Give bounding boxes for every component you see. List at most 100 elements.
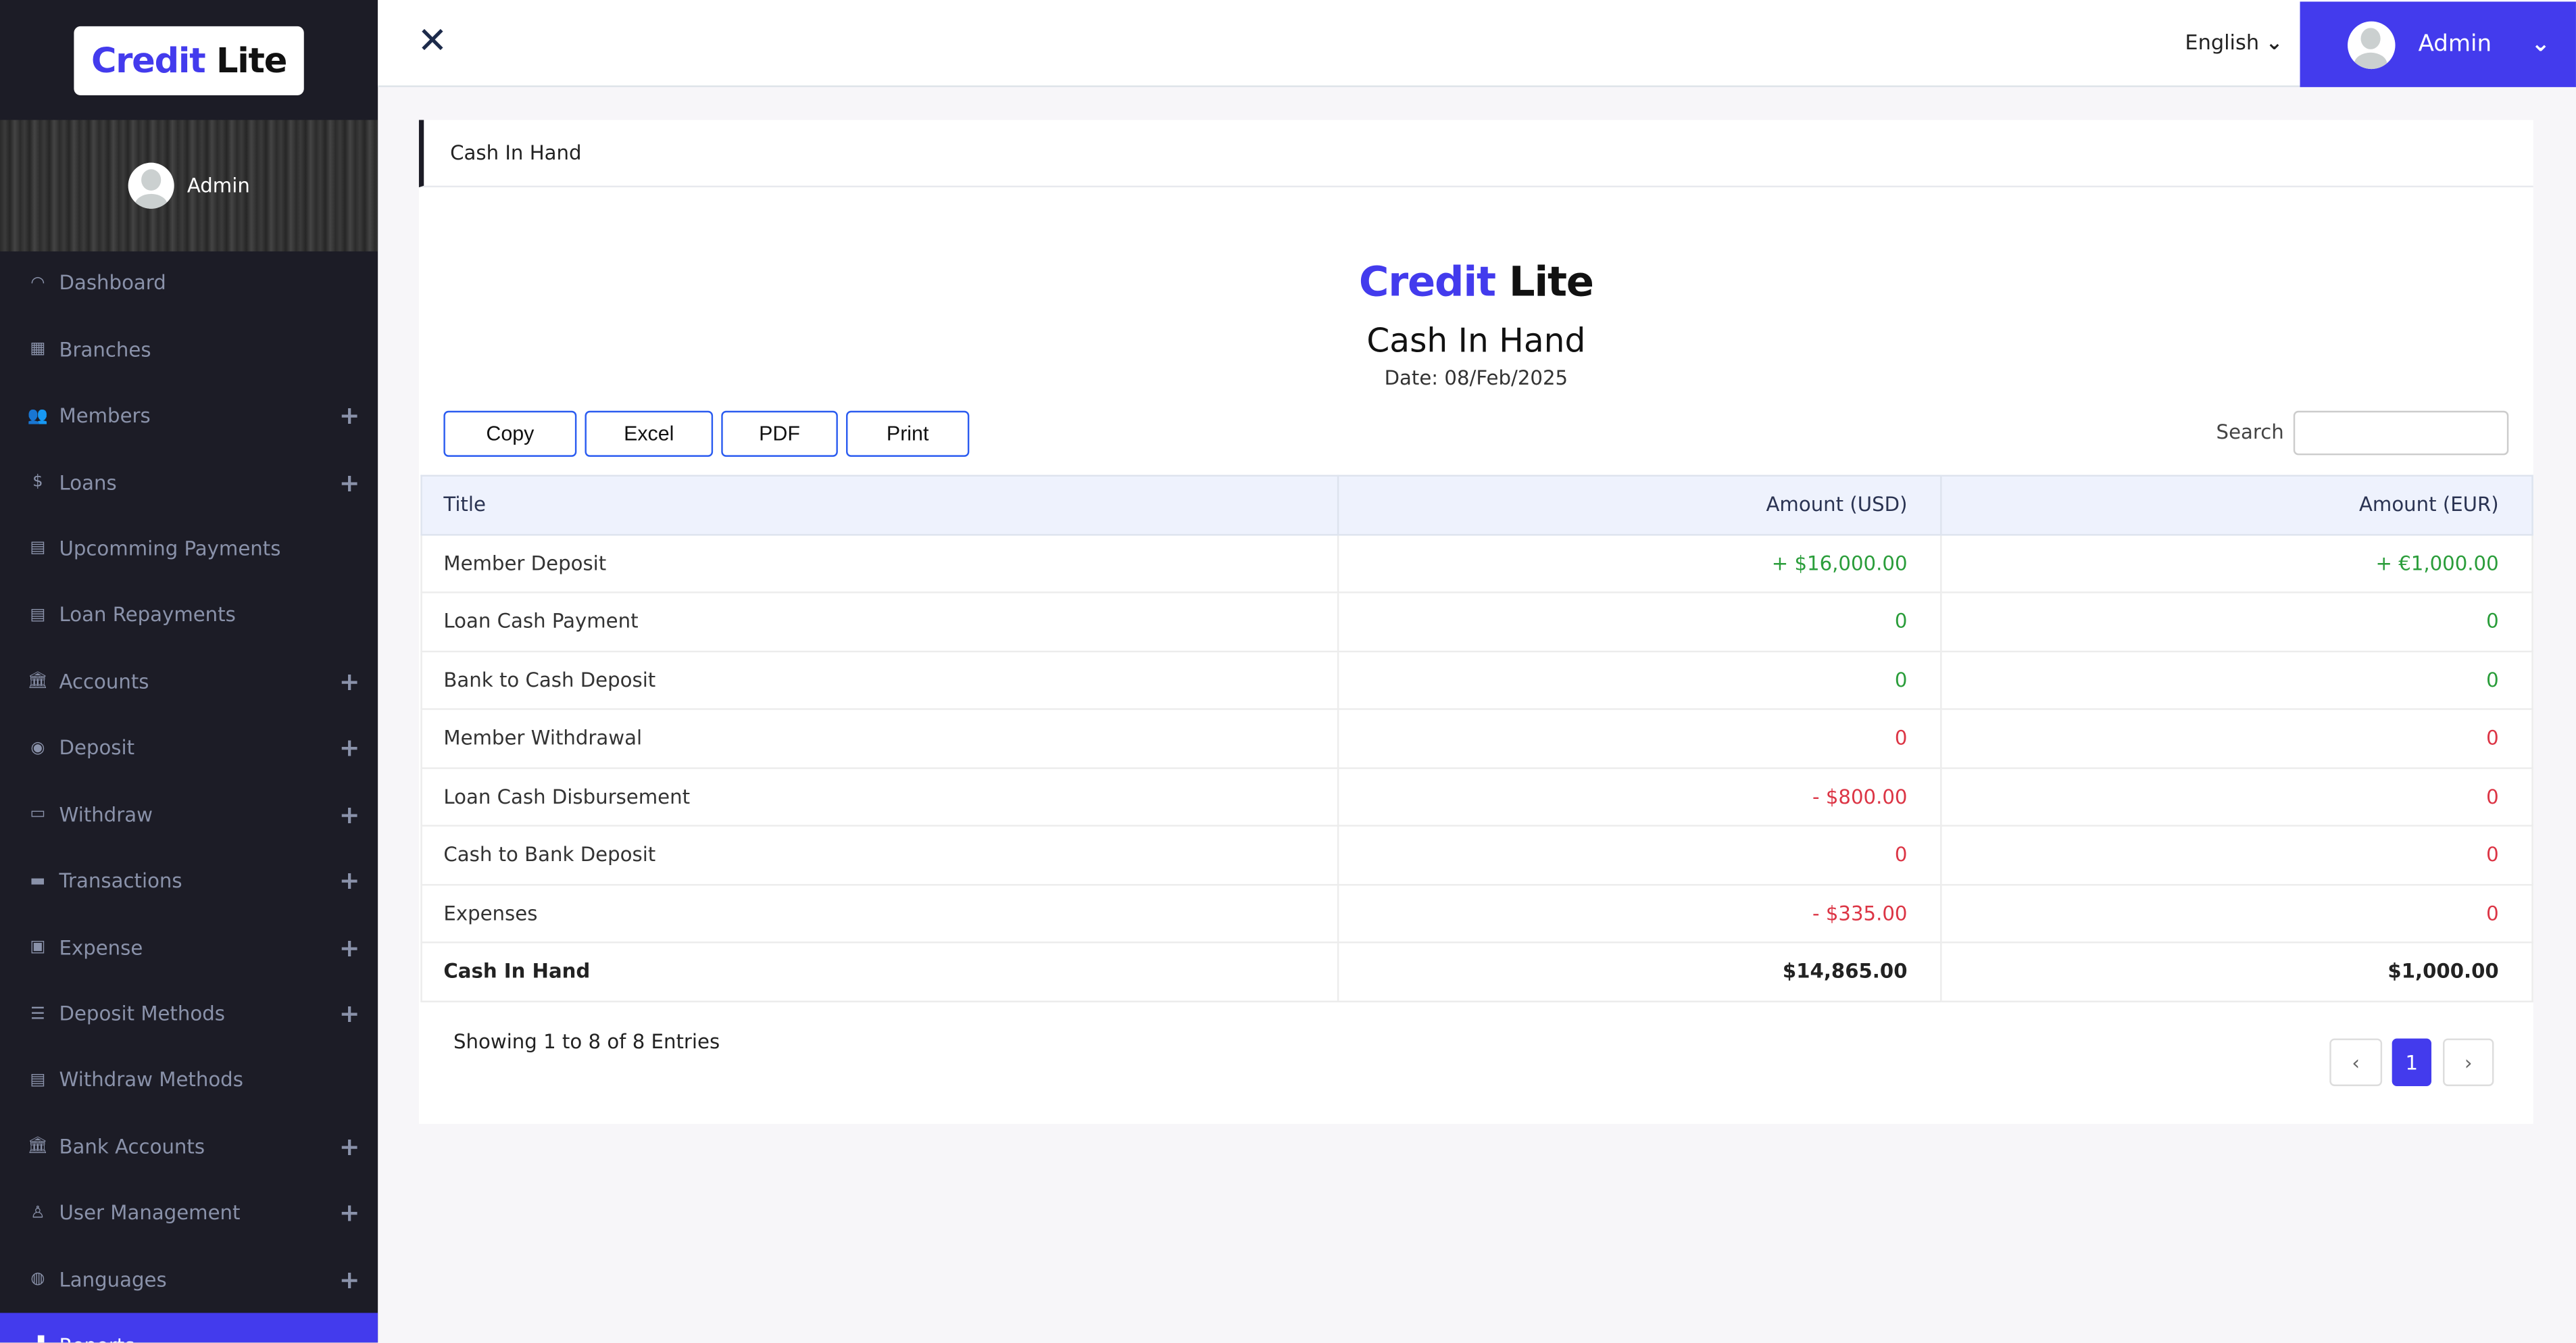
table-row: Member Withdrawal 0 0 xyxy=(420,708,2533,768)
table-row: Member Deposit + $16,000.00 + €1,000.00 xyxy=(420,533,2533,593)
row-usd: + $16,000.00 xyxy=(1337,533,1942,593)
pagination-prev[interactable]: ‹ xyxy=(2329,1038,2383,1086)
sidebar-item-label: Loans xyxy=(59,470,117,494)
users-icon: 👥 xyxy=(27,406,49,425)
sidebar-item-loans[interactable]: $ Loans + xyxy=(0,449,378,515)
pdf-button[interactable]: PDF xyxy=(721,410,838,457)
profile-name: Admin xyxy=(187,174,250,197)
logo-text-credit: Credit xyxy=(91,41,206,81)
row-title: Bank to Cash Deposit xyxy=(420,650,1339,710)
row-title: Member Withdrawal xyxy=(420,708,1339,768)
sidebar-item-upcomming-payments[interactable]: ▤ Upcomming Payments xyxy=(0,516,378,582)
table-header-row: Title Amount (USD) Amount (EUR) xyxy=(420,474,2533,535)
bank-icon: 🏛 xyxy=(27,1138,49,1156)
cash-table: Title Amount (USD) Amount (EUR) Member D… xyxy=(420,474,2533,1002)
sidebar-item-user-management[interactable]: ♙ User Management + xyxy=(0,1180,378,1246)
copy-button[interactable]: Copy xyxy=(443,410,577,457)
plus-icon[interactable]: + xyxy=(339,999,360,1029)
search-label: Search xyxy=(2216,420,2284,444)
plus-icon[interactable]: + xyxy=(339,1198,360,1228)
building-icon: ▦ xyxy=(30,340,46,359)
user-menu[interactable]: Admin ⌄ xyxy=(2300,1,2576,87)
total-title: Cash In Hand xyxy=(420,942,1339,1002)
card-icon: ▭ xyxy=(30,805,46,824)
sidebar-item-languages[interactable]: ◍ Languages + xyxy=(0,1246,378,1313)
sidebar-item-accounts[interactable]: 🏛 Accounts + xyxy=(0,648,378,714)
plus-icon[interactable]: + xyxy=(339,1131,360,1162)
close-icon[interactable]: ✕ xyxy=(417,21,448,63)
hand-dollar-icon: $ xyxy=(32,473,43,491)
sidebar-item-branches[interactable]: ▦ Branches xyxy=(0,316,378,383)
sidebar-item-expense[interactable]: ▣ Expense + xyxy=(0,914,378,981)
sidebar-item-deposit[interactable]: ◉ Deposit + xyxy=(0,715,378,781)
sidebar-item-transactions[interactable]: ▬ Transactions + xyxy=(0,848,378,914)
sidebar-item-reports[interactable]: ▟ Reports xyxy=(0,1313,378,1343)
sidebar-menu: ◠ Dashboard ▦ Branches 👥 Members + $ Loans + ▤ Upco… xyxy=(0,250,378,1343)
row-eur: + €1,000.00 xyxy=(1940,533,2533,593)
pagination-next[interactable]: › xyxy=(2443,1038,2494,1086)
column-header-usd[interactable]: Amount (USD) xyxy=(1337,474,1942,535)
table-row: Loan Cash Payment 0 0 xyxy=(420,591,2533,652)
plus-icon[interactable]: + xyxy=(339,800,360,830)
user-icon: ♙ xyxy=(30,1204,45,1223)
table-row: Loan Cash Disbursement - $800.00 0 xyxy=(420,766,2533,827)
sidebar-item-bank-accounts[interactable]: 🏛 Bank Accounts + xyxy=(0,1114,378,1180)
row-eur: 0 xyxy=(1940,825,2533,885)
total-usd: $14,865.00 xyxy=(1337,942,1942,1002)
plus-icon[interactable]: + xyxy=(339,866,360,896)
sidebar-item-label: Dashboard xyxy=(59,271,166,295)
chevron-down-icon: ⌄ xyxy=(2531,31,2550,58)
sidebar-item-loan-repayments[interactable]: ▤ Loan Repayments xyxy=(0,582,378,648)
plus-icon[interactable]: + xyxy=(339,666,360,697)
wallet-icon: ▬ xyxy=(30,872,46,890)
sidebar-item-withdraw[interactable]: ▭ Withdraw + xyxy=(0,781,378,848)
row-usd: 0 xyxy=(1337,825,1942,885)
column-header-eur[interactable]: Amount (EUR) xyxy=(1940,474,2533,535)
report-title: Cash In Hand xyxy=(1366,320,1586,360)
logo-text-lite: Lite xyxy=(216,41,287,81)
sidebar-item-label: Accounts xyxy=(59,670,149,693)
plus-icon[interactable]: + xyxy=(339,467,360,497)
calendar-icon: ▤ xyxy=(30,539,46,558)
sidebar: Credit Lite Admin ◠ Dashboard ▦ Branches 👥 Me… xyxy=(0,0,378,1343)
column-header-title[interactable]: Title xyxy=(420,474,1339,535)
language-dropdown[interactable]: English ⌄ xyxy=(2185,30,2283,54)
row-usd: 0 xyxy=(1337,708,1942,768)
row-eur: 0 xyxy=(1940,708,2533,768)
breadcrumb: Cash In Hand xyxy=(418,120,2533,188)
receipt-icon: ▤ xyxy=(30,606,46,625)
sidebar-item-withdraw-methods[interactable]: ▤ Withdraw Methods xyxy=(0,1047,378,1113)
sidebar-item-label: Loan Repayments xyxy=(59,604,236,627)
report-date: Date: 08/Feb/2025 xyxy=(1384,366,1568,390)
user-name: Admin xyxy=(2418,31,2492,58)
globe-icon: ◍ xyxy=(30,1270,45,1289)
sidebar-item-label: Withdraw xyxy=(59,803,153,827)
report-logo: Credit Lite xyxy=(1358,258,1594,306)
sidebar-item-label: Bank Accounts xyxy=(59,1135,205,1158)
plus-icon[interactable]: + xyxy=(339,932,360,962)
row-usd: - $335.00 xyxy=(1337,883,1942,944)
table-row: Expenses - $335.00 0 xyxy=(420,883,2533,944)
sidebar-item-dashboard[interactable]: ◠ Dashboard xyxy=(0,250,378,316)
row-title: Member Deposit xyxy=(420,533,1339,593)
sidebar-item-label: Transactions xyxy=(59,869,182,893)
row-usd: - $800.00 xyxy=(1337,766,1942,827)
plus-icon[interactable]: + xyxy=(339,401,360,431)
clipboard-icon: ▤ xyxy=(30,1071,46,1090)
row-eur: 0 xyxy=(1940,766,2533,827)
language-label: English xyxy=(2185,29,2260,55)
pagination-page-1[interactable]: 1 xyxy=(2392,1038,2432,1086)
avatar xyxy=(128,162,174,209)
sidebar-logo[interactable]: Credit Lite xyxy=(74,26,304,96)
row-usd: 0 xyxy=(1337,591,1942,652)
sidebar-item-deposit-methods[interactable]: ☰ Deposit Methods + xyxy=(0,981,378,1047)
search-input[interactable] xyxy=(2293,410,2509,456)
table-row: Bank to Cash Deposit 0 0 xyxy=(420,650,2533,710)
print-button[interactable]: Print xyxy=(846,410,970,457)
plus-icon[interactable]: + xyxy=(339,1265,360,1295)
plus-icon[interactable]: + xyxy=(339,733,360,763)
excel-button[interactable]: Excel xyxy=(585,410,714,457)
sidebar-item-members[interactable]: 👥 Members + xyxy=(0,383,378,449)
table-total-row: Cash In Hand $14,865.00 $1,000.00 xyxy=(420,942,2533,1002)
